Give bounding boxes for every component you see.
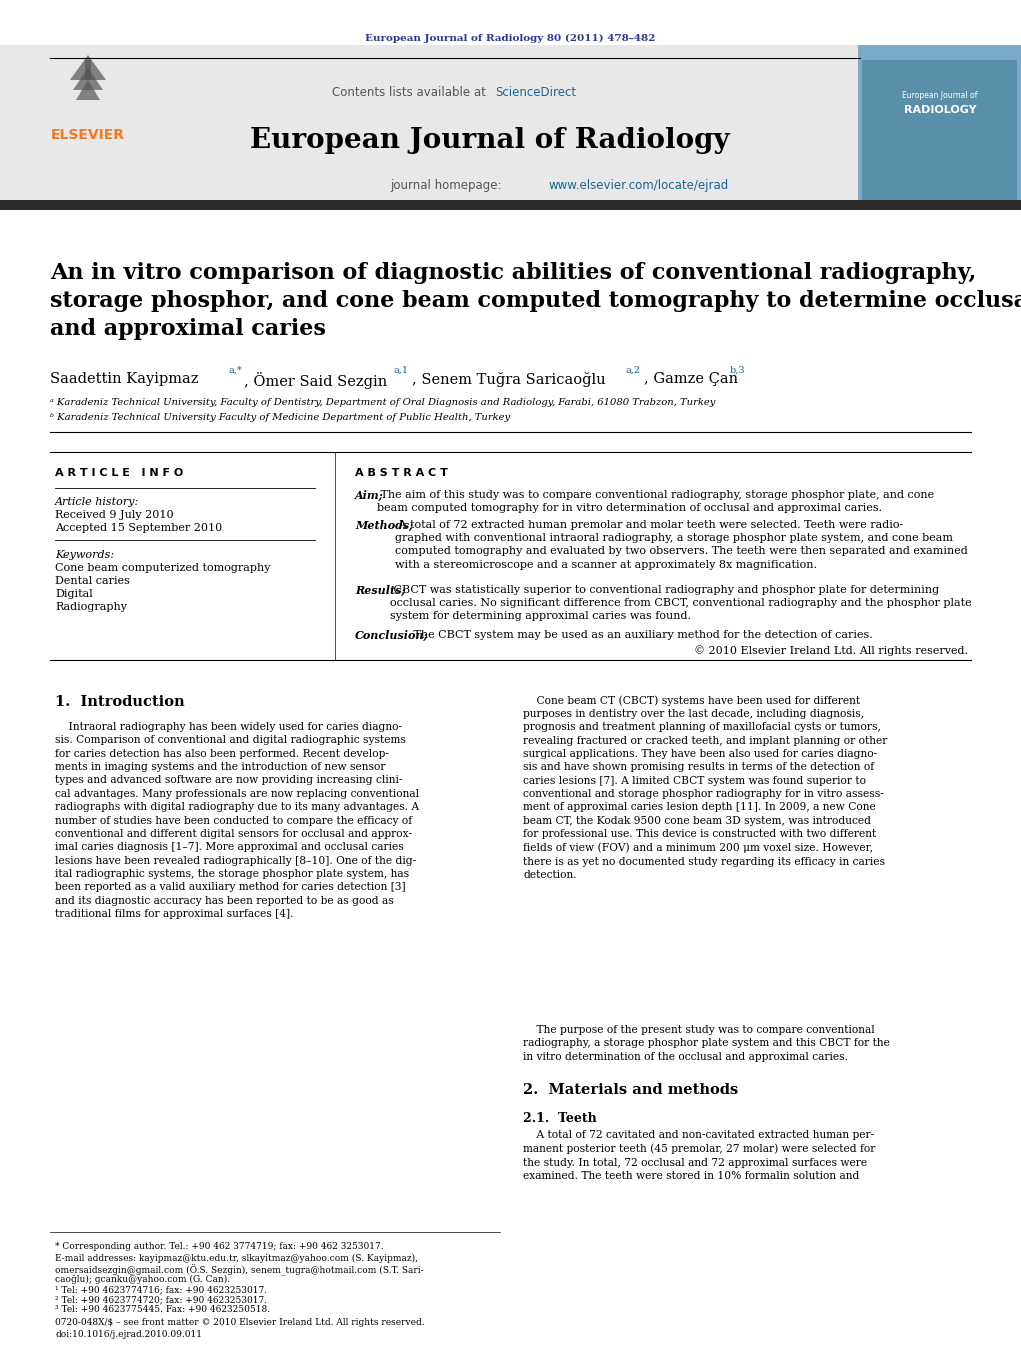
Text: , Ömer Said Sezgin: , Ömer Said Sezgin bbox=[244, 372, 387, 389]
Text: ᵃ Karadeniz Technical University, Faculty of Dentistry, Department of Oral Diagn: ᵃ Karadeniz Technical University, Facult… bbox=[50, 399, 716, 407]
Text: caoğlu); gcanku@yahoo.com (G. Can).: caoğlu); gcanku@yahoo.com (G. Can). bbox=[55, 1274, 230, 1283]
Text: Conclusion;: Conclusion; bbox=[355, 630, 429, 642]
Text: CBCT was statistically superior to conventional radiography and phosphor plate f: CBCT was statistically superior to conve… bbox=[390, 585, 972, 621]
Text: European Journal of Radiology: European Journal of Radiology bbox=[250, 127, 730, 154]
Text: , Senem Tuğra Saricaoğlu: , Senem Tuğra Saricaoğlu bbox=[412, 372, 605, 386]
Text: Article history:: Article history: bbox=[55, 497, 139, 507]
Text: * Corresponding author. Tel.: +90 462 3774719; fax: +90 462 3253017.: * Corresponding author. Tel.: +90 462 37… bbox=[55, 1242, 384, 1251]
Text: 2.1.  Teeth: 2.1. Teeth bbox=[523, 1112, 596, 1125]
Text: ¹ Tel: +90 4623774716; fax: +90 4623253017.: ¹ Tel: +90 4623774716; fax: +90 46232530… bbox=[55, 1285, 268, 1294]
Text: omersaidsezgin@gmail.com (Ö.S. Sezgin), senem_tugra@hotmail.com (S.T. Sari-: omersaidsezgin@gmail.com (Ö.S. Sezgin), … bbox=[55, 1265, 424, 1275]
Text: Received 9 July 2010: Received 9 July 2010 bbox=[55, 509, 174, 520]
Text: , Gamze Çan: , Gamze Çan bbox=[644, 372, 738, 386]
Bar bbox=[862, 59, 1017, 200]
Text: Contents lists available at: Contents lists available at bbox=[333, 85, 490, 99]
Text: © 2010 Elsevier Ireland Ltd. All rights reserved.: © 2010 Elsevier Ireland Ltd. All rights … bbox=[694, 644, 968, 655]
Text: Digital: Digital bbox=[55, 589, 93, 598]
Polygon shape bbox=[70, 55, 106, 80]
Text: www.elsevier.com/locate/ejrad: www.elsevier.com/locate/ejrad bbox=[548, 178, 728, 192]
Polygon shape bbox=[72, 68, 103, 91]
Text: Results;: Results; bbox=[355, 585, 405, 596]
Text: ³ Tel: +90 4623775445. Fax: +90 4623250518.: ³ Tel: +90 4623775445. Fax: +90 46232505… bbox=[55, 1305, 271, 1315]
Text: E-mail addresses: kayipmaz@ktu.edu.tr, slkayitmaz@yahoo.com (S. Kayipmaz),: E-mail addresses: kayipmaz@ktu.edu.tr, s… bbox=[55, 1254, 418, 1263]
Text: 2.  Materials and methods: 2. Materials and methods bbox=[523, 1084, 738, 1097]
Text: ² Tel: +90 4623774720; fax: +90 4623253017.: ² Tel: +90 4623774720; fax: +90 46232530… bbox=[55, 1296, 268, 1304]
Text: b,3: b,3 bbox=[730, 366, 745, 376]
Text: An in vitro comparison of diagnostic abilities of conventional radiography,
stor: An in vitro comparison of diagnostic abi… bbox=[50, 262, 1021, 340]
Text: a,2: a,2 bbox=[625, 366, 640, 376]
Text: Cone beam computerized tomography: Cone beam computerized tomography bbox=[55, 563, 271, 573]
Text: A R T I C L E   I N F O: A R T I C L E I N F O bbox=[55, 467, 183, 478]
Text: journal homepage:: journal homepage: bbox=[390, 178, 505, 192]
Bar bbox=[85, 59, 91, 80]
Text: A total of 72 extracted human premolar and molar teeth were selected. Teeth were: A total of 72 extracted human premolar a… bbox=[395, 520, 968, 570]
Text: The purpose of the present study was to compare conventional
radiography, a stor: The purpose of the present study was to … bbox=[523, 1025, 890, 1062]
Text: A total of 72 cavitated and non-cavitated extracted human per-
manent posterior : A total of 72 cavitated and non-cavitate… bbox=[523, 1129, 875, 1181]
Text: The aim of this study was to compare conventional radiography, storage phosphor : The aim of this study was to compare con… bbox=[377, 490, 934, 513]
Polygon shape bbox=[76, 80, 100, 100]
Bar bbox=[0, 45, 1021, 205]
Text: 1.  Introduction: 1. Introduction bbox=[55, 694, 185, 709]
Text: The CBCT system may be used as an auxiliary method for the detection of caries.: The CBCT system may be used as an auxili… bbox=[410, 630, 873, 640]
Text: Intraoral radiography has been widely used for caries diagno-
sis. Comparison of: Intraoral radiography has been widely us… bbox=[55, 721, 420, 919]
Text: ᵇ Karadeniz Technical University Faculty of Medicine Department of Public Health: ᵇ Karadeniz Technical University Faculty… bbox=[50, 413, 510, 422]
Text: Dental caries: Dental caries bbox=[55, 576, 130, 586]
Text: European Journal of: European Journal of bbox=[903, 91, 978, 100]
Text: A B S T R A C T: A B S T R A C T bbox=[355, 467, 448, 478]
Text: Saadettin Kayipmaz: Saadettin Kayipmaz bbox=[50, 372, 198, 386]
Bar bbox=[0, 200, 1021, 209]
Text: a,1: a,1 bbox=[393, 366, 408, 376]
Text: ScienceDirect: ScienceDirect bbox=[495, 85, 576, 99]
Text: Keywords:: Keywords: bbox=[55, 550, 114, 561]
Text: Accepted 15 September 2010: Accepted 15 September 2010 bbox=[55, 523, 223, 534]
Text: ELSEVIER: ELSEVIER bbox=[51, 128, 125, 142]
Text: Methods;: Methods; bbox=[355, 520, 414, 531]
Text: doi:10.1016/j.ejrad.2010.09.011: doi:10.1016/j.ejrad.2010.09.011 bbox=[55, 1329, 202, 1339]
Text: European Journal of Radiology 80 (2011) 478–482: European Journal of Radiology 80 (2011) … bbox=[364, 34, 655, 43]
Bar bbox=[858, 45, 1021, 205]
Text: RADIOLOGY: RADIOLOGY bbox=[904, 105, 976, 115]
Text: Aim;: Aim; bbox=[355, 490, 384, 501]
Text: 0720-048X/$ – see front matter © 2010 Elsevier Ireland Ltd. All rights reserved.: 0720-048X/$ – see front matter © 2010 El… bbox=[55, 1319, 425, 1327]
Text: a,*: a,* bbox=[228, 366, 242, 376]
Text: Cone beam CT (CBCT) systems have been used for different
purposes in dentistry o: Cone beam CT (CBCT) systems have been us… bbox=[523, 694, 887, 880]
Text: Radiography: Radiography bbox=[55, 603, 127, 612]
